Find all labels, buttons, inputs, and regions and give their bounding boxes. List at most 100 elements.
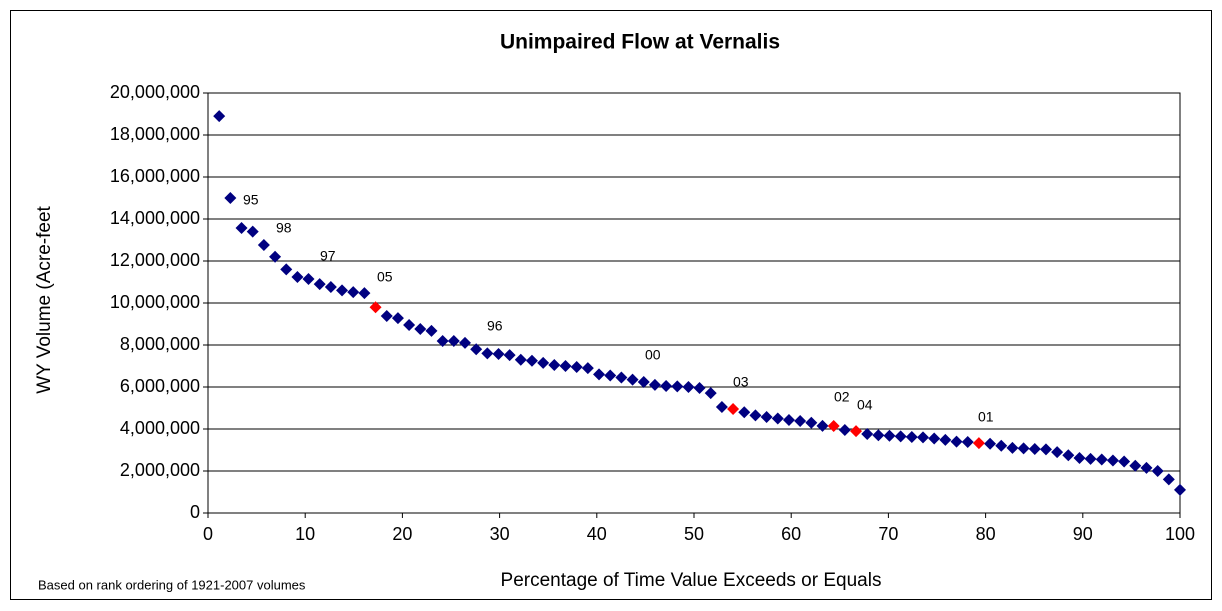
point	[313, 278, 326, 291]
point	[805, 416, 818, 429]
point	[403, 319, 416, 332]
point	[682, 381, 695, 393]
point	[671, 380, 684, 393]
point	[280, 263, 293, 276]
annotation: 05	[377, 269, 393, 285]
annotation: 96	[487, 318, 503, 334]
point	[950, 435, 963, 448]
point	[537, 356, 550, 369]
point	[347, 286, 360, 299]
point	[648, 378, 661, 391]
point	[224, 192, 237, 204]
point	[1118, 455, 1131, 468]
point	[905, 430, 918, 443]
point	[503, 349, 516, 362]
point	[1095, 453, 1108, 466]
point	[470, 343, 483, 356]
point	[1062, 449, 1075, 462]
y-tick-label: 6,000,000	[120, 376, 200, 396]
point	[626, 373, 639, 386]
point	[704, 387, 717, 400]
point	[850, 425, 863, 438]
point	[414, 323, 427, 336]
point	[1051, 446, 1064, 459]
x-tick-label: 90	[1073, 524, 1093, 544]
x-tick-label: 50	[684, 524, 704, 544]
point	[336, 284, 349, 297]
point	[380, 310, 393, 323]
point	[861, 428, 874, 441]
point	[928, 432, 941, 445]
point	[324, 281, 337, 294]
point	[1006, 441, 1019, 454]
point	[1140, 461, 1153, 474]
point	[302, 273, 315, 286]
point	[1028, 442, 1041, 455]
point	[1162, 473, 1175, 486]
x-tick-label: 20	[392, 524, 412, 544]
point	[1106, 454, 1119, 467]
x-tick-label: 70	[878, 524, 898, 544]
point	[514, 353, 527, 366]
point	[1174, 483, 1186, 496]
point	[436, 335, 449, 348]
annotation: 98	[276, 220, 292, 236]
footnote: Based on rank ordering of 1921-2007 volu…	[38, 577, 306, 592]
point	[604, 369, 617, 382]
point	[391, 312, 404, 325]
point	[782, 413, 795, 426]
x-tick-label: 80	[976, 524, 996, 544]
point	[972, 437, 985, 450]
point	[425, 324, 438, 337]
annotation: 97	[320, 248, 336, 264]
point	[570, 361, 583, 374]
y-tick-label: 14,000,000	[110, 208, 200, 228]
point	[738, 406, 751, 419]
point	[883, 429, 896, 442]
y-tick-label: 10,000,000	[110, 292, 200, 312]
point	[917, 431, 930, 444]
point	[1073, 451, 1086, 464]
point	[1151, 465, 1164, 477]
plot-border	[207, 92, 1181, 514]
x-tick-label: 60	[781, 524, 801, 544]
point	[939, 433, 952, 446]
y-tick-label: 20,000,000	[110, 82, 200, 102]
point	[827, 420, 840, 433]
x-tick-label: 0	[203, 524, 213, 544]
point	[995, 439, 1008, 452]
x-axis-label: Percentage of Time Value Exceeds or Equa…	[501, 570, 882, 591]
x-tick-label: 30	[490, 524, 510, 544]
point	[984, 437, 997, 450]
point	[593, 368, 606, 381]
point	[1017, 442, 1030, 455]
x-tick-label: 40	[587, 524, 607, 544]
y-tick-label: 16,000,000	[110, 166, 200, 186]
point	[693, 382, 706, 395]
point	[637, 375, 650, 388]
point	[447, 335, 460, 348]
annotation: 04	[857, 397, 873, 413]
annotation: 01	[978, 409, 994, 425]
point	[213, 110, 226, 123]
y-tick-label: 8,000,000	[120, 334, 200, 354]
point	[760, 411, 773, 424]
x-tick-label: 100	[1165, 524, 1195, 544]
point	[548, 358, 561, 371]
point	[269, 250, 282, 263]
point	[838, 424, 851, 437]
x-tick-label: 10	[295, 524, 315, 544]
y-tick-label: 18,000,000	[110, 124, 200, 144]
point	[660, 379, 673, 392]
point	[525, 354, 538, 367]
point	[615, 371, 628, 384]
y-tick-label: 0	[190, 502, 200, 522]
point	[559, 360, 572, 372]
point	[894, 430, 907, 443]
point	[715, 400, 728, 413]
point	[1084, 452, 1097, 465]
y-tick-label: 12,000,000	[110, 250, 200, 270]
point	[257, 239, 270, 252]
annotation: 95	[243, 192, 259, 208]
